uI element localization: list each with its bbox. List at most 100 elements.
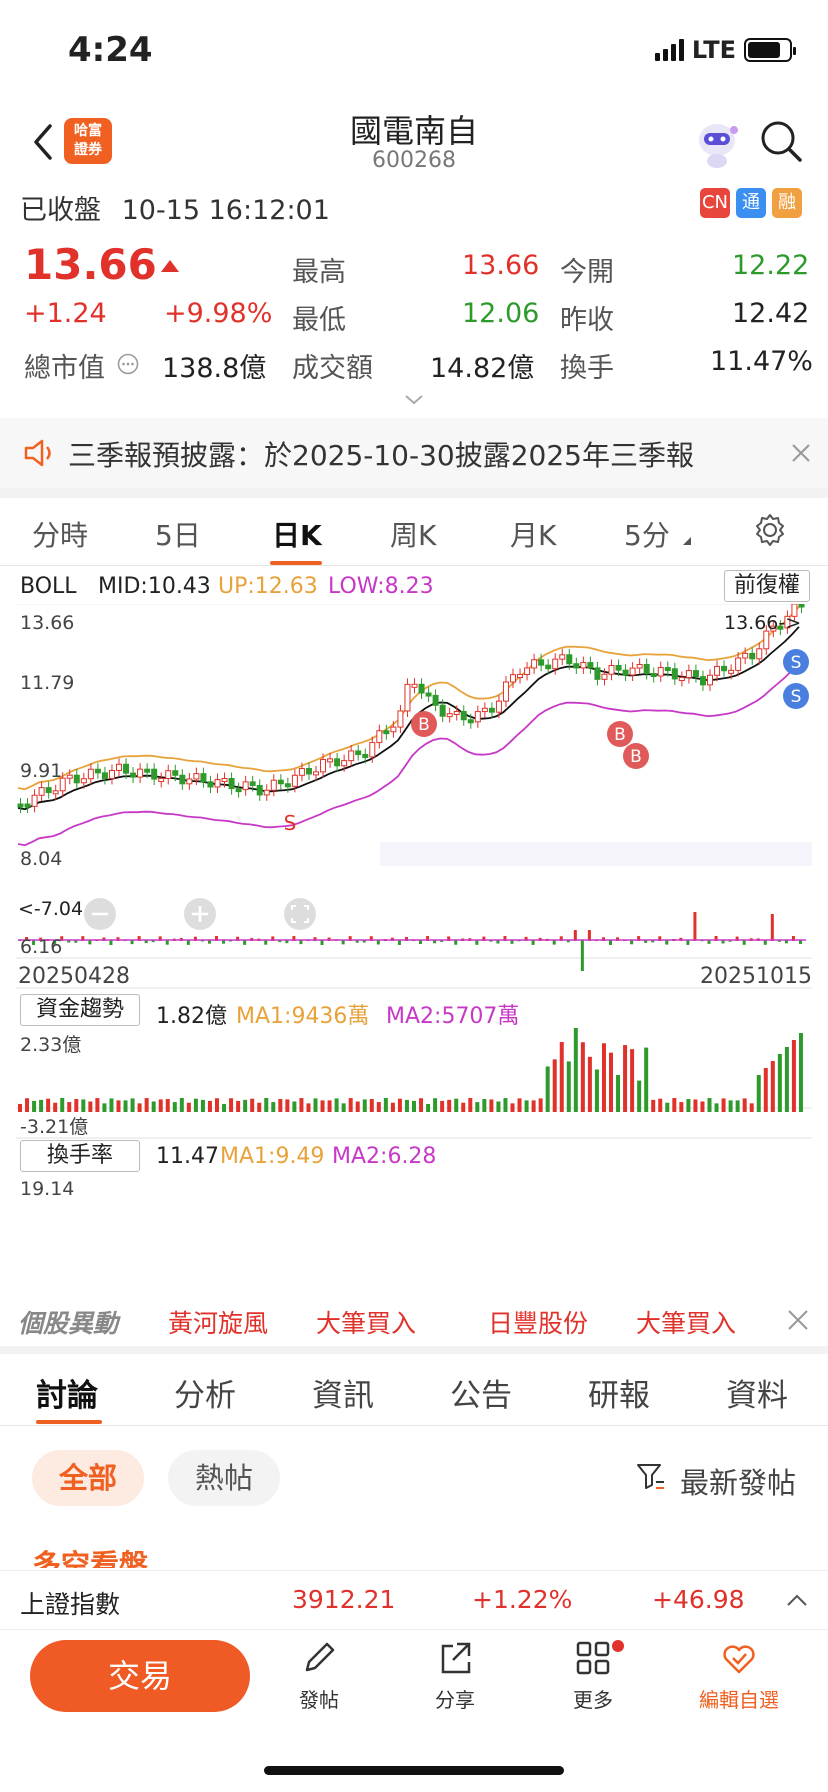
filter-sort-icon[interactable] xyxy=(636,1462,666,1492)
tab-announcements[interactable]: 公告 xyxy=(450,1378,512,1414)
tab-weekly-k[interactable]: 周K xyxy=(390,519,437,552)
turnover-bar xyxy=(193,1098,198,1112)
tag-connect[interactable]: 通 xyxy=(736,188,766,218)
tab-research[interactable]: 研報 xyxy=(588,1378,650,1414)
trade-button[interactable]: 交易 xyxy=(30,1640,250,1712)
grid-icon xyxy=(576,1641,610,1675)
tab-monthly-k[interactable]: 月K xyxy=(510,519,557,552)
turnover-bar xyxy=(693,1099,698,1112)
more-info-icon[interactable] xyxy=(117,353,139,375)
alert-item-1[interactable]: 黃河旋風 xyxy=(168,1309,269,1338)
index-ticker[interactable]: 上證指數 3912.21 +1.22% +46.98 xyxy=(0,1570,828,1630)
tab-5min[interactable]: 5分 xyxy=(624,519,670,552)
turnover-bar xyxy=(271,1102,276,1112)
settings-gear-icon[interactable] xyxy=(752,512,788,548)
flow-bar xyxy=(53,940,57,945)
max-marker: 13.66-> xyxy=(724,612,802,634)
turnover-bar xyxy=(123,1100,128,1112)
alert-item-3[interactable]: 日豐股份 xyxy=(488,1309,589,1338)
tag-margin[interactable]: 融 xyxy=(772,188,802,218)
nav-share[interactable]: 分享 xyxy=(410,1638,500,1713)
candle xyxy=(376,730,383,744)
nav-post-label: 發帖 xyxy=(299,1688,339,1712)
turnover-bar xyxy=(707,1098,712,1112)
flow-bar xyxy=(763,940,767,945)
section-divider-2 xyxy=(0,1346,828,1354)
notice-banner[interactable]: 三季報預披露：於2025-10-30披露2025年三季報 xyxy=(0,418,828,488)
back-icon[interactable] xyxy=(28,120,58,164)
broker-logo[interactable]: 哈富 證券 xyxy=(64,118,112,164)
turnover-bar xyxy=(18,1104,22,1112)
amount-label: 成交額 xyxy=(292,353,373,384)
adjust-button[interactable]: 前復權 xyxy=(724,570,810,602)
chart-period-tabs: 分時 5日 日K 周K 月K 5分 xyxy=(0,498,828,566)
tab-5day[interactable]: 5日 xyxy=(155,519,201,552)
turnover-bar xyxy=(763,1068,768,1112)
turnover-bar xyxy=(327,1100,332,1112)
capital-flow-value: 1.82億 xyxy=(156,1004,227,1029)
sort-label[interactable]: 最新發帖 xyxy=(680,1466,797,1500)
boll-label: BOLL xyxy=(20,574,77,599)
price-change-pct: +9.98% xyxy=(164,298,273,329)
candle xyxy=(608,664,615,675)
filter-hot[interactable]: 熱帖 xyxy=(168,1450,280,1506)
tab-analysis[interactable]: 分析 xyxy=(174,1378,236,1414)
tab-discussion[interactable]: 討論 xyxy=(36,1378,98,1414)
candle xyxy=(749,652,756,660)
nav-share-label: 分享 xyxy=(435,1688,475,1712)
turnover-bar xyxy=(348,1098,353,1112)
flow-bar xyxy=(609,940,612,945)
candle xyxy=(495,700,502,713)
nav-post[interactable]: 發帖 xyxy=(274,1638,364,1713)
flow-bar xyxy=(243,940,247,945)
candle xyxy=(101,772,108,779)
nav-more[interactable]: 更多 xyxy=(548,1638,638,1713)
stock-alerts-row[interactable]: 個股異動 黃河旋風 大筆買入 日豐股份 大筆買入 xyxy=(0,1294,828,1346)
flow-bar xyxy=(440,940,444,942)
nav-watchlist[interactable]: 編輯自選 xyxy=(684,1638,794,1713)
tag-cn[interactable]: CN xyxy=(700,188,730,218)
turnover-bar xyxy=(39,1099,44,1112)
turnover-bar xyxy=(404,1099,409,1112)
candle xyxy=(277,779,284,785)
capital-flow-selector[interactable]: 資金趨勢 xyxy=(20,994,140,1026)
turnover-bar xyxy=(151,1101,156,1112)
turnover-bar xyxy=(503,1098,508,1112)
tab-intraday[interactable]: 分時 xyxy=(32,519,89,552)
tab-daily-k[interactable]: 日K xyxy=(272,519,322,552)
filter-all[interactable]: 全部 xyxy=(32,1450,144,1506)
chevron-up-icon[interactable] xyxy=(786,1593,808,1607)
turnover-bar xyxy=(102,1103,107,1112)
stock-name: 國電南自 xyxy=(349,112,478,150)
amount-value: 14.82億 xyxy=(430,353,535,384)
turnover-selector[interactable]: 換手率 xyxy=(20,1140,140,1172)
expand-chevron-icon[interactable] xyxy=(404,394,424,406)
turnover-bar xyxy=(658,1098,663,1112)
turnover-bar xyxy=(721,1098,726,1112)
candle xyxy=(263,789,270,796)
tab-profile[interactable]: 資料 xyxy=(726,1378,788,1414)
candle xyxy=(144,768,151,773)
flow-bar xyxy=(25,937,29,941)
turnover-bar xyxy=(566,1061,571,1112)
robot-assistant-icon[interactable] xyxy=(690,116,744,170)
sell-marker-label: S xyxy=(284,811,297,835)
close-alerts-icon[interactable] xyxy=(786,1308,810,1332)
candle xyxy=(116,763,122,771)
candle xyxy=(756,648,763,660)
close-icon[interactable] xyxy=(790,442,812,464)
flow-bar xyxy=(88,940,92,945)
fullscreen-icon[interactable] xyxy=(284,898,316,930)
alert-item-2[interactable]: 大筆買入 xyxy=(316,1309,417,1338)
flow-bar xyxy=(686,940,690,945)
flow-bar xyxy=(369,936,373,941)
tab-news[interactable]: 資訊 xyxy=(312,1378,374,1414)
turnover-bar xyxy=(109,1098,114,1112)
search-icon[interactable] xyxy=(758,118,804,164)
candle xyxy=(573,663,580,669)
candle xyxy=(313,771,319,776)
turnover-bar xyxy=(376,1102,381,1112)
alert-item-4[interactable]: 大筆買入 xyxy=(636,1309,737,1338)
prev-close-label: 昨收 xyxy=(560,305,614,336)
